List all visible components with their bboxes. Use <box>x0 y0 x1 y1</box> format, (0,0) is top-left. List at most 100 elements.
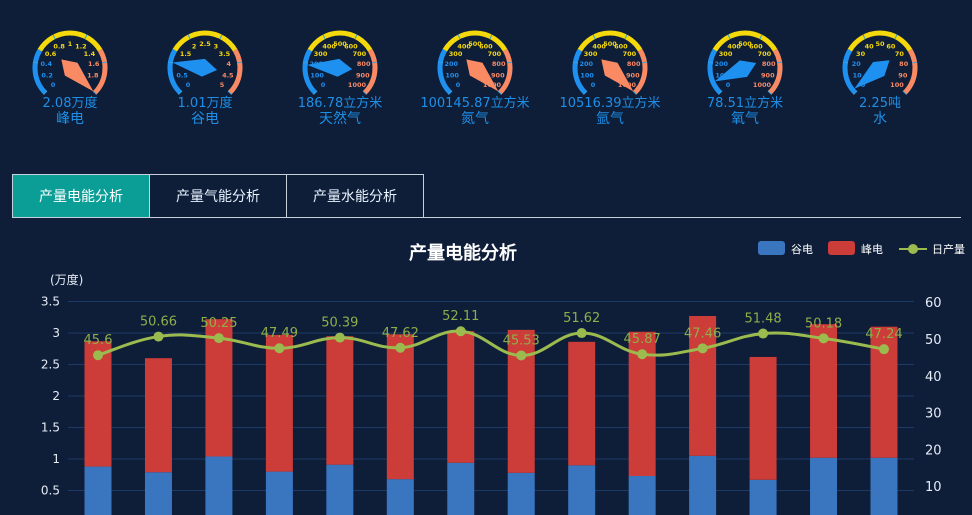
gauge-tick <box>759 34 763 40</box>
legend-label[interactable]: 日产量 <box>932 242 965 256</box>
legend-marker[interactable] <box>908 244 918 254</box>
line-point[interactable] <box>516 350 527 361</box>
gauge-tick-label: 900 <box>356 71 370 79</box>
gauge-name: 峰电 <box>56 111 84 127</box>
line-point[interactable] <box>697 343 708 354</box>
gauge-band-mid <box>847 30 913 52</box>
gauge-tick-label: 400 <box>592 43 606 51</box>
chart-title: 产量电能分析 <box>409 242 517 264</box>
gauge-band-low <box>437 48 453 95</box>
gauge-tick <box>227 90 232 95</box>
gauge-tick-label: 1.4 <box>84 50 96 58</box>
bar-peak[interactable] <box>810 324 838 458</box>
line-point[interactable] <box>153 331 164 342</box>
legend-swatch[interactable] <box>758 241 785 255</box>
y-tick-label: 2.5 <box>41 358 60 372</box>
gauge-band-high <box>632 48 648 95</box>
bar-valley[interactable] <box>870 457 898 515</box>
bar-peak[interactable] <box>568 341 596 466</box>
gauge-tick <box>842 61 848 64</box>
bar-valley[interactable] <box>265 471 293 515</box>
bar-peak[interactable] <box>749 356 777 480</box>
line-point[interactable] <box>274 343 285 354</box>
bar-valley[interactable] <box>447 462 475 515</box>
gauge-tick-label: 300 <box>449 50 463 58</box>
legend-swatch[interactable] <box>828 241 855 255</box>
line-data-label: 52.11 <box>442 309 479 324</box>
gauge-tick-label: 50 <box>875 40 885 48</box>
y2-tick-label: 60 <box>925 296 942 311</box>
line-point[interactable] <box>93 350 103 361</box>
gauge-pointer <box>854 60 890 89</box>
line-point[interactable] <box>455 326 466 337</box>
gauge-band-high <box>227 48 243 95</box>
gauge-tick-label: 0 <box>51 81 56 89</box>
line-point[interactable] <box>576 328 587 339</box>
gauge-tick-label: 400 <box>322 43 336 51</box>
gauge-tick <box>178 90 183 95</box>
bar-peak[interactable] <box>84 341 112 467</box>
gauge-3: 01002003004005006007008009001000100145.8… <box>407 0 543 130</box>
bar-valley[interactable] <box>84 466 112 515</box>
legend-label[interactable]: 峰电 <box>861 243 883 256</box>
gauge-tick <box>777 61 783 64</box>
bar-peak[interactable] <box>144 358 172 473</box>
gauge-tick-label: 900 <box>626 71 640 79</box>
gauge-tick-label: 700 <box>488 50 502 58</box>
gauge-tick <box>572 61 578 64</box>
bar-peak[interactable] <box>386 334 414 480</box>
line-point[interactable] <box>879 344 889 355</box>
gauge-tick-label: 70 <box>895 50 905 58</box>
gauge-dial: 01002003004005006007008009001000 <box>707 30 783 95</box>
gauge-tick-label: 100 <box>580 71 594 79</box>
bar-peak[interactable] <box>689 315 717 456</box>
bar-valley[interactable] <box>386 479 414 515</box>
gauge-tick-label: 1 <box>68 40 73 48</box>
bar-valley[interactable] <box>507 472 535 515</box>
line-point[interactable] <box>213 333 224 344</box>
gauge-tick-label: 5 <box>220 81 225 89</box>
bar-peak[interactable] <box>265 334 293 472</box>
gauge-tick <box>187 34 191 40</box>
gauge-tick-label: 1.8 <box>87 71 99 79</box>
gauge-tick-label: 0.5 <box>176 71 188 79</box>
gauge-tick-label: 0 <box>726 81 731 89</box>
bar-valley[interactable] <box>326 464 354 515</box>
bar-valley[interactable] <box>568 465 596 515</box>
gauge-tick-label: 500 <box>738 40 752 48</box>
bar-valley[interactable] <box>144 472 172 515</box>
bar-valley[interactable] <box>689 455 717 515</box>
tab-electric-analysis[interactable]: 产量电能分析 <box>12 174 150 218</box>
gauge-name: 天然气 <box>319 111 361 127</box>
legend-label[interactable]: 谷电 <box>791 243 813 256</box>
line-point[interactable] <box>395 342 406 353</box>
gauge-tick <box>43 90 48 95</box>
line-data-label: 51.62 <box>563 311 600 326</box>
line-point[interactable] <box>758 328 769 339</box>
bar-peak[interactable] <box>447 331 475 463</box>
gauge-tick <box>507 61 513 64</box>
bar-valley[interactable] <box>810 457 838 515</box>
gauge-tick-label: 300 <box>719 50 733 58</box>
gauge-value: 100145.87立方米 <box>420 96 530 111</box>
y2-tick-label: 40 <box>925 370 942 385</box>
bar-peak[interactable] <box>326 336 354 465</box>
gauge-value: 78.51立方米 <box>706 96 784 111</box>
line-data-label: 47.46 <box>684 326 721 341</box>
gauge-band-high <box>767 48 783 95</box>
bar-valley[interactable] <box>205 456 233 515</box>
bar-valley[interactable] <box>628 476 656 515</box>
line-point[interactable] <box>334 332 345 343</box>
y-tick-label: 3 <box>52 326 60 340</box>
bar-valley[interactable] <box>749 479 777 515</box>
y2-tick-label: 30 <box>925 407 942 422</box>
line-point[interactable] <box>818 333 829 344</box>
gauge-tick-label: 1000 <box>753 81 772 89</box>
gauge-tick <box>862 34 866 40</box>
gauge-tick <box>718 90 723 95</box>
gauge-tick-label: 100 <box>890 81 904 89</box>
line-point[interactable] <box>637 349 648 360</box>
gauge-tick <box>707 61 713 64</box>
